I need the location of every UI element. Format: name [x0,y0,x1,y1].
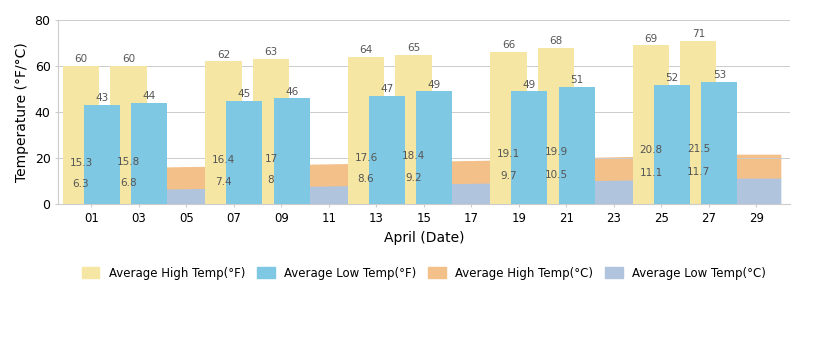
Bar [538,48,574,205]
Bar [63,66,99,205]
Text: 46: 46 [286,87,299,97]
Bar [348,57,384,205]
Text: 15.8: 15.8 [117,157,140,167]
Bar [110,66,147,205]
Legend: Average High Temp(°F), Average Low Temp(°F), Average High Temp(°C), Average Low : Average High Temp(°F), Average Low Temp(… [77,262,771,285]
Text: 11.7: 11.7 [686,167,710,177]
Text: 47: 47 [380,84,393,94]
Text: 9.2: 9.2 [405,173,422,182]
Bar [369,96,405,205]
Text: 17.6: 17.6 [354,153,378,163]
Text: 44: 44 [143,91,156,101]
Bar [227,101,262,205]
Text: 66: 66 [502,41,515,50]
Bar [274,98,310,205]
Text: 64: 64 [359,45,373,55]
Text: 52: 52 [665,73,678,83]
Text: 18.4: 18.4 [402,151,425,161]
Text: 15.3: 15.3 [70,158,93,168]
Text: 16.4: 16.4 [212,155,235,165]
Text: 60: 60 [122,54,135,64]
Text: 68: 68 [549,36,563,46]
Bar [701,82,737,205]
Text: 49: 49 [427,80,441,90]
Bar [84,105,120,205]
Y-axis label: Temperature (°F/°C): Temperature (°F/°C) [15,42,29,182]
Text: 10.5: 10.5 [544,169,568,180]
Bar [559,87,595,205]
Text: 11.1: 11.1 [639,168,662,178]
Text: 21.5: 21.5 [686,144,710,154]
Bar [491,52,526,205]
Text: 6.8: 6.8 [120,178,137,188]
Text: 60: 60 [75,54,87,64]
Text: 63: 63 [264,47,277,57]
Text: 19.1: 19.1 [497,149,520,159]
Bar [395,55,432,205]
Text: 49: 49 [523,80,536,90]
Text: 9.7: 9.7 [500,171,517,181]
Text: 7.4: 7.4 [215,177,232,187]
Text: 8: 8 [267,175,274,185]
Text: 43: 43 [95,93,109,104]
Bar [511,92,548,205]
Bar [131,103,168,205]
Text: 51: 51 [570,75,583,85]
Bar [206,62,242,205]
Bar [654,85,690,205]
Bar [417,92,452,205]
Text: 45: 45 [237,89,251,99]
Text: 6.3: 6.3 [73,179,90,189]
Bar [633,45,669,205]
Text: 62: 62 [217,50,230,60]
Text: 8.6: 8.6 [358,174,374,184]
Text: 19.9: 19.9 [544,147,568,157]
Text: 69: 69 [644,34,657,43]
Text: 20.8: 20.8 [639,145,662,155]
Bar [253,59,289,205]
X-axis label: April (Date): April (Date) [383,231,464,245]
Text: 65: 65 [407,43,420,53]
Bar [681,41,716,205]
Text: 17: 17 [264,154,277,164]
Text: 71: 71 [692,29,705,39]
Text: 53: 53 [713,70,726,80]
